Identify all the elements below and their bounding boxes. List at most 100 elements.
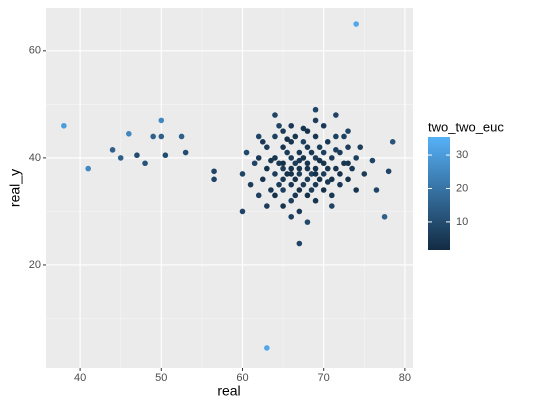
point — [288, 181, 295, 188]
y-axis-title: real_y — [7, 169, 23, 207]
panel — [46, 8, 413, 368]
point — [349, 165, 355, 172]
point — [312, 133, 319, 140]
y-tick-label: 40 — [29, 152, 41, 164]
point — [353, 21, 359, 27]
point — [333, 133, 339, 140]
point — [312, 155, 319, 161]
point — [243, 149, 250, 156]
point — [341, 160, 347, 167]
point — [292, 176, 299, 183]
point — [292, 192, 299, 199]
x-tick-label: 70 — [318, 372, 330, 384]
point — [272, 133, 278, 140]
point — [324, 139, 331, 145]
point — [288, 139, 295, 145]
point — [134, 152, 140, 159]
point — [353, 155, 359, 161]
point — [316, 157, 323, 164]
point — [276, 122, 282, 129]
point — [239, 171, 246, 177]
point — [264, 203, 270, 209]
point — [280, 165, 286, 172]
point — [255, 133, 262, 140]
point — [329, 155, 335, 161]
point — [341, 133, 347, 140]
point — [320, 171, 327, 177]
legend-tick-label: 30 — [456, 149, 468, 161]
x-tick-label: 60 — [236, 372, 248, 384]
point — [109, 147, 116, 153]
point — [268, 187, 274, 193]
point — [288, 197, 295, 204]
point — [329, 176, 335, 183]
point — [357, 144, 364, 150]
point — [239, 208, 246, 215]
y-tick-label: 60 — [29, 45, 41, 57]
point — [304, 176, 311, 183]
point — [272, 112, 278, 118]
point — [329, 203, 335, 209]
point — [182, 149, 189, 156]
colorbar — [428, 137, 450, 250]
point — [304, 165, 311, 172]
point — [296, 157, 303, 164]
point — [312, 106, 319, 113]
point — [308, 187, 315, 193]
y-tick-label: 20 — [29, 259, 41, 271]
point — [268, 157, 274, 164]
point — [308, 171, 315, 177]
point — [259, 176, 266, 183]
point — [288, 213, 295, 220]
point — [337, 181, 343, 188]
point — [251, 160, 258, 167]
point — [296, 187, 303, 193]
point — [312, 181, 319, 188]
point — [312, 171, 319, 177]
point — [296, 208, 303, 215]
point — [369, 157, 376, 164]
point — [312, 197, 319, 204]
point — [320, 187, 327, 193]
point — [333, 165, 339, 172]
point — [158, 133, 165, 140]
point — [284, 136, 290, 142]
point — [280, 176, 286, 183]
point — [150, 133, 156, 140]
point — [333, 112, 339, 118]
point — [312, 165, 319, 172]
point — [280, 160, 286, 167]
x-tick-label: 50 — [155, 372, 167, 384]
point — [288, 122, 295, 129]
point — [264, 165, 270, 172]
point — [296, 240, 303, 247]
point — [304, 219, 311, 225]
point — [316, 144, 323, 150]
point — [247, 181, 254, 188]
point — [308, 149, 315, 156]
point — [264, 345, 270, 351]
point — [316, 176, 323, 183]
point — [345, 176, 351, 183]
point — [296, 149, 303, 156]
point — [259, 139, 266, 145]
x-axis-title: real — [217, 383, 240, 399]
point — [345, 144, 351, 150]
point — [304, 160, 311, 167]
point — [337, 171, 343, 177]
point — [272, 171, 278, 177]
point — [158, 117, 165, 124]
point — [288, 165, 295, 172]
point — [117, 155, 124, 161]
point — [126, 130, 132, 137]
x-tick-label: 80 — [399, 372, 411, 384]
point — [280, 187, 286, 193]
point — [280, 128, 286, 134]
point — [389, 139, 396, 145]
point — [292, 133, 299, 140]
point — [320, 149, 327, 156]
point — [211, 168, 217, 175]
point — [85, 165, 92, 172]
point — [304, 144, 311, 150]
